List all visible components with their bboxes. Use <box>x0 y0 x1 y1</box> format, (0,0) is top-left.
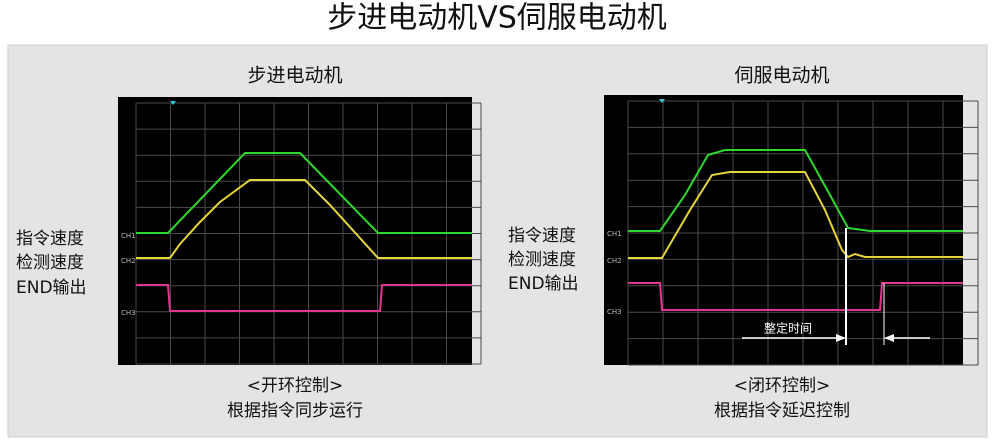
label: 指令速度 <box>16 229 84 249</box>
caption: <开环控制> <box>247 376 344 396</box>
trigger-marker <box>659 99 665 103</box>
channel: CH1 <box>607 230 622 238</box>
detect-wave <box>628 171 963 259</box>
trigger-marker <box>170 101 176 105</box>
arrow-head <box>836 334 846 342</box>
main-title: 步进电动机VS伺服电动机 <box>327 1 667 36</box>
label: 检测速度 <box>508 250 576 270</box>
detect-wave <box>136 179 472 259</box>
arrow-head <box>884 334 894 342</box>
scope-grid <box>627 100 979 366</box>
scope-grid <box>135 102 482 365</box>
end-wave <box>628 282 963 311</box>
caption: 根据指令延迟控制 <box>714 401 850 421</box>
panel-title: 步进电动机 <box>247 65 342 87</box>
command-wave <box>136 152 472 234</box>
label: 指令速度 <box>508 226 576 246</box>
channel: CH2 <box>121 257 136 265</box>
channel: CH3 <box>121 309 136 317</box>
command-wave <box>628 149 963 232</box>
label: 检测速度 <box>16 253 84 273</box>
caption: <闭环控制> <box>734 376 831 396</box>
end-wave <box>136 284 472 312</box>
label: END输出 <box>508 274 579 294</box>
caption: 根据指令同步运行 <box>227 401 363 421</box>
channel: CH2 <box>607 257 622 265</box>
channel: CH3 <box>607 308 622 316</box>
channel: CH1 <box>121 232 136 240</box>
scope <box>118 97 472 365</box>
annotation: 整定时间 <box>764 321 812 336</box>
panel-title: 伺服电动机 <box>734 65 829 87</box>
label: END输出 <box>16 278 87 298</box>
